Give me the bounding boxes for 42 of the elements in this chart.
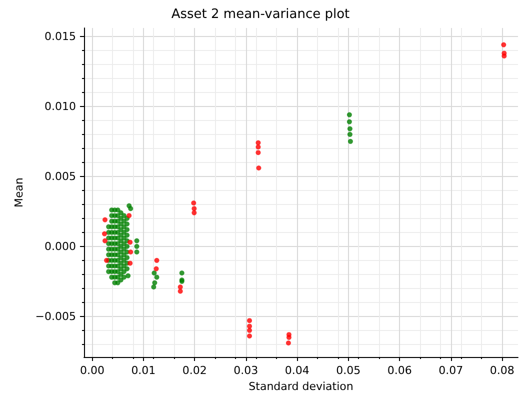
point bbox=[178, 288, 183, 294]
y-tick-label: 0.005 bbox=[44, 170, 76, 183]
y-tick-label: 0.000 bbox=[44, 240, 76, 253]
point bbox=[247, 328, 252, 333]
point bbox=[247, 324, 252, 329]
x-tick-label: 0.07 bbox=[438, 364, 464, 377]
y-tick-label: 0.010 bbox=[44, 100, 76, 113]
point bbox=[192, 210, 197, 216]
point bbox=[128, 240, 133, 245]
point bbox=[256, 144, 261, 150]
point bbox=[128, 260, 133, 266]
point bbox=[247, 334, 252, 338]
x-tick-label: 0.00 bbox=[80, 364, 104, 377]
x-tick-label: 0.08 bbox=[490, 364, 514, 377]
x-tick-label: 0.05 bbox=[336, 364, 361, 377]
point bbox=[191, 200, 196, 206]
point bbox=[102, 231, 107, 236]
y-tick-label: 0.015 bbox=[44, 30, 76, 43]
x-tick-label: 0.04 bbox=[284, 364, 310, 377]
point bbox=[192, 206, 197, 212]
x-tick-label: 0.03 bbox=[234, 364, 258, 377]
point bbox=[102, 238, 108, 244]
point bbox=[247, 318, 252, 324]
point bbox=[286, 334, 292, 340]
point bbox=[128, 250, 134, 254]
x-tick-label: 0.02 bbox=[182, 364, 207, 377]
y-axis-title: Mean bbox=[12, 177, 26, 208]
x-tick-label: 0.06 bbox=[387, 364, 412, 377]
point bbox=[502, 54, 507, 58]
chart-title: Asset 2 mean-variance plot bbox=[171, 7, 350, 22]
point bbox=[154, 266, 159, 272]
point bbox=[256, 166, 262, 170]
y-tick-label: −0.005 bbox=[35, 310, 76, 323]
point bbox=[286, 340, 291, 346]
point bbox=[154, 258, 160, 263]
point bbox=[126, 213, 132, 218]
point bbox=[256, 150, 261, 156]
point bbox=[178, 284, 183, 290]
x-axis-title: Standard deviation bbox=[248, 380, 354, 393]
point bbox=[501, 42, 506, 48]
x-tick-label: 0.01 bbox=[131, 364, 156, 377]
point bbox=[102, 217, 108, 222]
